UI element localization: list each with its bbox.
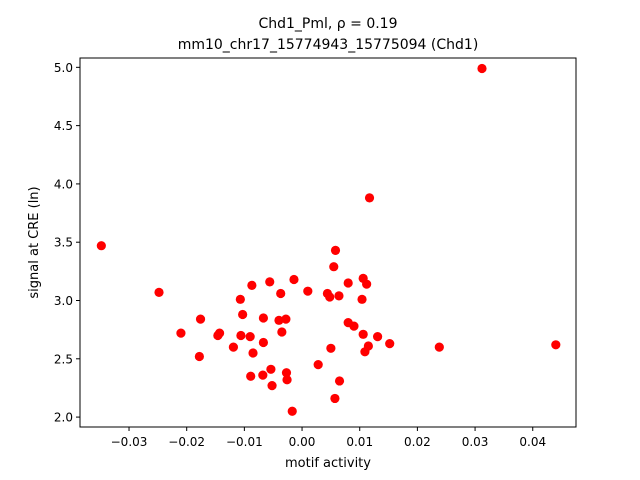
x-tick-label: 0.01 bbox=[346, 435, 373, 449]
data-point bbox=[325, 292, 335, 302]
x-tick-label: −0.02 bbox=[168, 435, 205, 449]
data-point bbox=[362, 279, 372, 289]
data-point bbox=[357, 294, 367, 304]
data-point bbox=[330, 393, 340, 404]
data-point bbox=[276, 288, 286, 299]
data-point bbox=[258, 313, 269, 323]
y-tick-label: 4.5 bbox=[54, 119, 73, 133]
plot-area-frame bbox=[79, 57, 577, 428]
x-tick-label: 0.04 bbox=[519, 435, 546, 449]
y-tick-label: 2.0 bbox=[54, 411, 73, 425]
data-point bbox=[266, 364, 276, 374]
data-point bbox=[247, 280, 257, 290]
y-tick-label: 2.5 bbox=[54, 352, 73, 366]
x-axis-label: motif activity bbox=[285, 456, 371, 471]
data-points bbox=[96, 63, 561, 416]
data-point bbox=[334, 291, 344, 301]
data-point bbox=[303, 286, 313, 296]
data-point bbox=[176, 328, 186, 338]
data-point bbox=[349, 321, 359, 331]
data-point bbox=[364, 193, 375, 203]
y-tick-label: 3.0 bbox=[54, 294, 73, 308]
data-point bbox=[265, 277, 275, 287]
y-axis-ticks: 2.0 2.5 3.0 3.5 4.0 4.5 5.0 bbox=[54, 61, 80, 425]
data-point bbox=[281, 314, 291, 324]
data-point bbox=[281, 368, 292, 378]
x-tick-label: −0.01 bbox=[226, 435, 263, 449]
data-point bbox=[326, 343, 336, 353]
data-point bbox=[385, 339, 395, 349]
data-point bbox=[245, 332, 255, 342]
data-point bbox=[236, 330, 246, 341]
data-point bbox=[334, 376, 345, 386]
x-tick-label: 0.02 bbox=[404, 435, 431, 449]
data-point bbox=[551, 340, 561, 350]
data-point bbox=[277, 327, 287, 337]
data-point bbox=[246, 371, 256, 381]
data-point bbox=[343, 278, 353, 288]
data-point bbox=[235, 294, 245, 304]
data-point bbox=[287, 406, 297, 416]
data-point bbox=[258, 337, 269, 348]
x-tick-label: 0.00 bbox=[289, 435, 316, 449]
data-point bbox=[313, 360, 323, 370]
x-axis-ticks: −0.03 −0.02 −0.01 0.00 0.01 0.02 0.03 0.04 bbox=[111, 427, 546, 449]
x-tick-label: 0.03 bbox=[462, 435, 489, 449]
data-point bbox=[282, 375, 292, 385]
data-point bbox=[267, 381, 277, 391]
y-tick-label: 4.0 bbox=[54, 177, 73, 191]
chart-title-line2: mm10_chr17_15774943_15775094 (Chd1) bbox=[178, 37, 479, 53]
data-point bbox=[154, 287, 164, 297]
y-axis-label: signal at CRE (ln) bbox=[27, 186, 42, 298]
y-tick-label: 5.0 bbox=[54, 61, 73, 75]
data-point bbox=[194, 351, 204, 362]
y-tick-label: 3.5 bbox=[54, 236, 73, 250]
x-tick-label: −0.03 bbox=[111, 435, 148, 449]
data-point bbox=[274, 315, 284, 325]
data-point bbox=[195, 314, 206, 324]
data-point bbox=[228, 342, 239, 352]
data-point bbox=[373, 332, 383, 342]
data-point bbox=[214, 328, 225, 338]
data-point bbox=[477, 63, 487, 74]
data-point bbox=[358, 329, 368, 339]
data-point bbox=[363, 341, 373, 351]
data-point bbox=[238, 309, 248, 320]
data-point bbox=[434, 342, 444, 352]
data-point bbox=[330, 245, 341, 255]
data-point bbox=[96, 241, 106, 251]
data-point bbox=[248, 348, 258, 358]
data-point bbox=[329, 262, 339, 272]
data-point bbox=[289, 274, 299, 285]
chart-title-line1: Chd1_Pml, ρ = 0.19 bbox=[258, 16, 397, 32]
data-point bbox=[258, 370, 268, 380]
